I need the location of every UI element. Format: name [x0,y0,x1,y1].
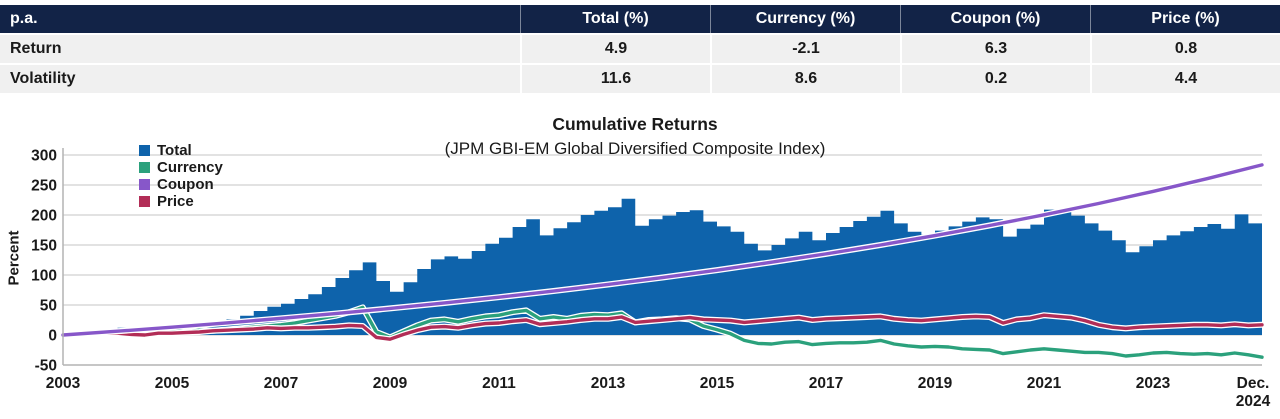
legend-item-total: Total [139,142,223,159]
legend-label-currency: Currency [157,159,223,176]
table-row-volatility: Volatility 11.6 8.6 0.2 4.4 [0,63,1280,93]
x-tick-label-2009: 2009 [373,375,408,392]
x-tick-label-2011: 2011 [482,375,516,392]
cell-return-currency: -2.1 [710,33,900,63]
coupon-line [61,163,1264,337]
legend-item-price: Price [139,193,223,210]
col-header-coupon: Coupon (%) [900,5,1090,33]
table-row-return: Return 4.9 -2.1 6.3 0.8 [0,33,1280,63]
cell-return-coupon: 6.3 [900,33,1090,63]
col-header-price: Price (%) [1090,5,1280,33]
x-tick-label-2005: 2005 [155,375,190,392]
x-tick-label-2025-line2: 2024 [1236,393,1271,410]
y-tick-label-50: 50 [40,298,57,315]
legend-swatch-coupon [139,179,150,190]
y-axis-label: Percent [5,230,23,286]
y-tick-label-150: 150 [31,238,57,255]
x-tick-label-2019: 2019 [918,375,953,392]
summary-table: p.a. Total (%) Currency (%) Coupon (%) P… [0,5,1280,93]
x-tick-label-2003: 2003 [46,375,81,392]
row-label-return: Return [0,33,520,63]
total-area [63,198,1262,335]
legend-label-price: Price [157,193,194,210]
y-tick-label--50: -50 [35,358,57,375]
chart-subtitle: (JPM GBI-EM Global Diversified Composite… [444,139,826,158]
cell-volatility-currency: 8.6 [710,63,900,93]
cell-return-price: 0.8 [1090,33,1280,63]
legend-item-coupon: Coupon [139,176,223,193]
cell-volatility-price: 4.4 [1090,63,1280,93]
x-tick-label-2007: 2007 [264,375,298,392]
y-tick-label-250: 250 [31,178,57,195]
legend-item-currency: Currency [139,159,223,176]
row-label-volatility: Volatility [0,63,520,93]
legend-label-coupon: Coupon [157,176,214,193]
chart-title: Cumulative Returns [552,114,718,134]
col-header-currency: Currency (%) [710,5,900,33]
cell-return-total: 4.9 [520,33,710,63]
cell-volatility-coupon: 0.2 [900,63,1090,93]
price-line [61,313,1264,341]
x-tick-label-2015: 2015 [700,375,735,392]
legend-label-total: Total [157,142,192,159]
x-tick-label-2021: 2021 [1027,375,1062,392]
col-header-pa: p.a. [0,5,520,33]
x-tick-label-2013: 2013 [591,375,626,392]
y-tick-label-300: 300 [31,148,57,165]
summary-header-row: p.a. Total (%) Currency (%) Coupon (%) P… [0,5,1280,33]
legend-swatch-price [139,196,150,207]
x-tick-label-2025-line1: Dec. [1237,375,1270,392]
y-tick-label-200: 200 [31,208,57,225]
x-tick-label-2023: 2023 [1136,375,1171,392]
cell-volatility-total: 11.6 [520,63,710,93]
chart-legend: Total Currency Coupon Price [139,142,223,210]
legend-swatch-total [139,145,150,156]
y-tick-label-100: 100 [31,268,57,285]
col-header-total: Total (%) [520,5,710,33]
y-tick-label-0: 0 [48,328,57,345]
x-tick-label-2017: 2017 [809,375,843,392]
chart-area: 300 250 200 150 100 50 0 -50 2003 2005 2007 2009 201… [0,100,1280,419]
legend-swatch-currency [139,162,150,173]
